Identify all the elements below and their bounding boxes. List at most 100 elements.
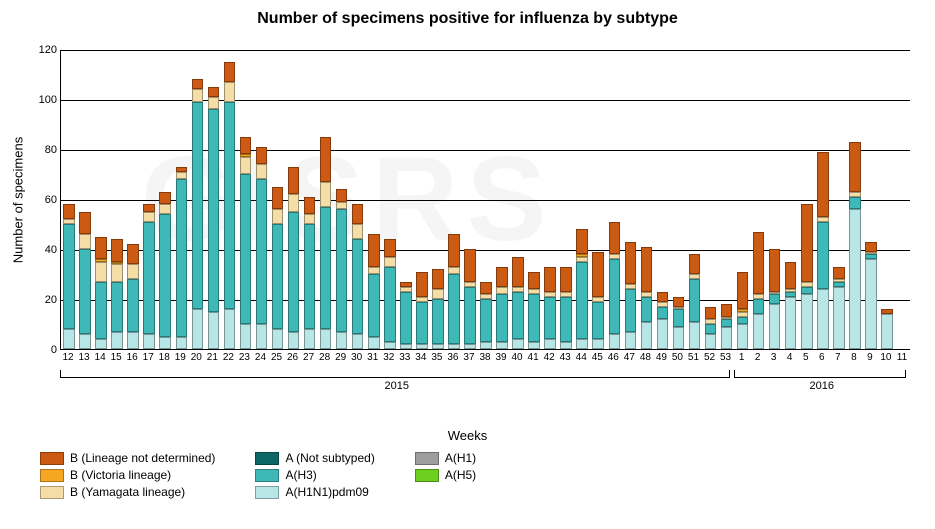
bar-segment-B_yamagata xyxy=(224,82,236,102)
x-tick-label: 34 xyxy=(415,352,426,363)
bar-segment-B_not_det xyxy=(224,62,236,82)
bar-segment-B_yamagata xyxy=(544,292,556,297)
x-tick-label: 14 xyxy=(95,352,106,363)
x-tick-label: 2 xyxy=(755,352,761,363)
x-tick-label: 31 xyxy=(367,352,378,363)
bar-segment-A_H3 xyxy=(544,297,556,340)
bar-segment-B_not_det xyxy=(528,272,540,290)
bar-segment-A_H1N1_pdm09 xyxy=(256,324,268,349)
bar-segment-B_not_det xyxy=(143,204,155,212)
bar-segment-B_not_det xyxy=(689,254,701,274)
bar-segment-A_H3 xyxy=(625,289,637,332)
bar-segment-A_H3 xyxy=(705,324,717,334)
legend-swatch xyxy=(40,469,64,482)
x-tick-label: 37 xyxy=(463,352,474,363)
bar-segment-B_yamagata xyxy=(400,287,412,292)
x-tick-label: 46 xyxy=(608,352,619,363)
y-tick-label: 100 xyxy=(39,94,57,106)
bar-segment-A_H1N1_pdm09 xyxy=(496,342,508,350)
bar-segment-A_H1N1_pdm09 xyxy=(881,314,893,349)
bar-segment-A_H3 xyxy=(496,294,508,342)
legend-swatch xyxy=(255,486,279,499)
bar-segment-A_H3 xyxy=(143,222,155,335)
bar-segment-A_H1N1_pdm09 xyxy=(480,342,492,350)
x-tick-label: 7 xyxy=(835,352,841,363)
year-label: 2015 xyxy=(385,380,409,392)
bar-segment-A_H3 xyxy=(721,319,733,327)
bar-segment-A_H3 xyxy=(448,274,460,344)
bar-segment-B_yamagata xyxy=(496,287,508,295)
x-tick-label: 53 xyxy=(720,352,731,363)
bar-segment-B_not_det xyxy=(368,234,380,267)
bar-segment-B_not_det xyxy=(657,292,669,302)
legend-label: A(H1N1)pdm09 xyxy=(285,485,368,499)
bar-segment-B_yamagata xyxy=(705,319,717,324)
bar-segment-B_yamagata xyxy=(625,284,637,289)
legend-column: A(H1) A(H5) xyxy=(415,448,476,485)
bar-segment-B_not_det xyxy=(833,267,845,280)
bar-segment-A_H1N1_pdm09 xyxy=(849,209,861,349)
bar-segment-A_H3 xyxy=(432,299,444,344)
bar-segment-B_not_det xyxy=(192,79,204,89)
bar-segment-B_not_det xyxy=(592,252,604,297)
x-tick-label: 17 xyxy=(143,352,154,363)
year-label: 2016 xyxy=(810,380,834,392)
x-tick-label: 12 xyxy=(62,352,73,363)
x-tick-label: 8 xyxy=(851,352,857,363)
bar-segment-A_H1N1_pdm09 xyxy=(176,337,188,350)
legend-label: A(H3) xyxy=(285,468,316,482)
bar-segment-A_H1N1_pdm09 xyxy=(111,332,123,350)
bar-segment-B_yamagata xyxy=(528,289,540,294)
bar-segment-A_H3 xyxy=(817,222,829,290)
bar-segment-B_yamagata xyxy=(304,214,316,224)
bar-segment-A_H3 xyxy=(609,259,621,334)
bar-segment-A_H3 xyxy=(592,302,604,340)
bar-segment-A_H1N1_pdm09 xyxy=(721,327,733,350)
bar-segment-B_victoria xyxy=(737,309,749,312)
bar-segment-A_H3 xyxy=(127,279,139,332)
bar-segment-A_H3 xyxy=(416,302,428,345)
bar-segment-B_yamagata xyxy=(865,252,877,255)
bar-segment-B_yamagata xyxy=(641,292,653,297)
bar-segment-A_H1N1_pdm09 xyxy=(592,339,604,349)
bar-segment-B_yamagata xyxy=(256,164,268,179)
plot-area: GISRS xyxy=(60,50,910,350)
bar-segment-B_yamagata xyxy=(801,282,813,287)
bar-segment-A_H3 xyxy=(400,292,412,345)
bar-segment-A_H3 xyxy=(240,174,252,324)
legend-swatch xyxy=(415,469,439,482)
bar-segment-B_not_det xyxy=(320,137,332,182)
bar-segment-B_not_det xyxy=(817,152,829,217)
bar-segment-B_not_det xyxy=(673,297,685,307)
bar-segment-A_H1N1_pdm09 xyxy=(224,309,236,349)
bar-segment-A_H3 xyxy=(801,287,813,295)
bar-segment-B_not_det xyxy=(304,197,316,215)
bar-segment-B_not_det xyxy=(721,304,733,317)
bar-segment-B_yamagata xyxy=(833,279,845,282)
bar-segment-B_not_det xyxy=(111,239,123,262)
y-tick-label: 120 xyxy=(39,44,57,56)
legend-label: A(H5) xyxy=(445,468,476,482)
bar-segment-A_H3 xyxy=(79,249,91,334)
x-tick-label: 15 xyxy=(111,352,122,363)
bar-segment-B_not_det xyxy=(865,242,877,252)
bar-segment-A_H3 xyxy=(576,262,588,340)
bar-segment-B_yamagata xyxy=(480,294,492,299)
bar-segment-B_not_det xyxy=(159,192,171,205)
bar-segment-A_H1N1_pdm09 xyxy=(512,339,524,349)
bar-segment-B_yamagata xyxy=(817,217,829,222)
legend-label: A(H1) xyxy=(445,451,476,465)
x-tick-label: 19 xyxy=(175,352,186,363)
bar-segment-B_yamagata xyxy=(111,264,123,282)
legend-label: B (Yamagata lineage) xyxy=(70,485,185,499)
bar-segment-B_not_det xyxy=(432,269,444,289)
bar-segment-B_yamagata xyxy=(159,204,171,214)
bar-segment-B_yamagata xyxy=(240,157,252,175)
y-axis-label: Number of specimens xyxy=(11,137,26,263)
bar-segment-B_yamagata xyxy=(576,257,588,262)
bar-segment-A_H1N1_pdm09 xyxy=(769,304,781,349)
bar-segment-B_yamagata xyxy=(432,289,444,299)
legend: B (Lineage not determined)B (Victoria li… xyxy=(40,448,910,502)
bar-segment-B_not_det xyxy=(384,239,396,257)
bar-segment-B_victoria xyxy=(111,262,123,265)
